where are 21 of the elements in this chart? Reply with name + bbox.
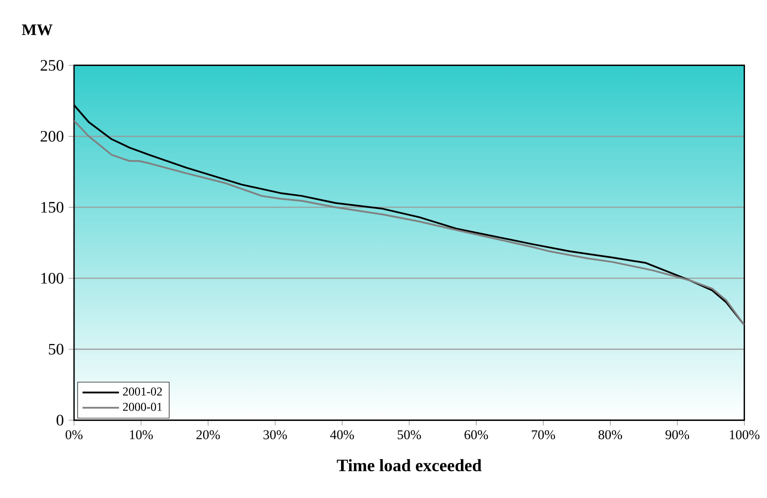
y-tick-label: 0: [56, 414, 64, 426]
y-tick-label: 200: [40, 130, 64, 142]
y-axis-title: MW: [22, 24, 52, 36]
x-tick-label: 80%: [598, 430, 622, 440]
x-tick-label: 90%: [666, 430, 690, 440]
x-tick-label: 70%: [532, 430, 556, 440]
y-tick-label: 100: [41, 272, 64, 284]
x-tick-label: 20%: [196, 430, 220, 440]
x-tick-label: 60%: [464, 430, 488, 440]
x-tick-label: 100%: [730, 430, 760, 440]
legend-label: 2001-02: [123, 387, 162, 396]
y-tick-label: 150: [41, 202, 64, 213]
legend-label: 2000-01: [123, 402, 162, 411]
x-tick-label: 50%: [398, 430, 421, 440]
y-tick-label: 250: [40, 60, 64, 71]
x-tick-label: 10%: [130, 430, 153, 440]
x-tick-label: 40%: [330, 430, 354, 440]
x-axis-title: Time load exceeded: [336, 459, 482, 472]
x-tick-label: 0%: [66, 430, 82, 440]
x-tick-label: 30%: [264, 430, 287, 440]
y-tick-label: 50: [48, 344, 64, 355]
